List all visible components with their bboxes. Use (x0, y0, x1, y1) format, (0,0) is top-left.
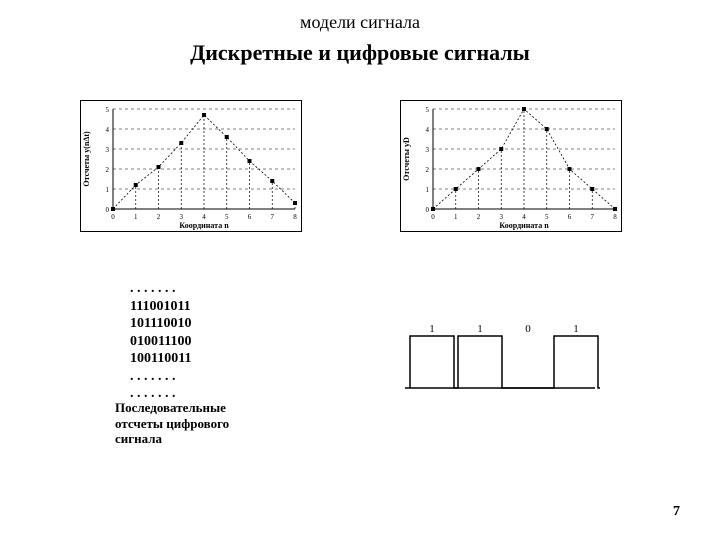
svg-text:0: 0 (525, 323, 531, 335)
digital-pulse-waveform: 1 1 0 1 (400, 320, 600, 400)
svg-text:3: 3 (426, 146, 430, 154)
svg-text:0: 0 (431, 213, 435, 221)
svg-text:8: 8 (613, 213, 617, 221)
svg-text:2: 2 (477, 213, 481, 221)
svg-text:5: 5 (545, 213, 549, 221)
svg-text:4: 4 (426, 126, 430, 134)
svg-text:0: 0 (426, 206, 430, 214)
svg-text:2: 2 (426, 166, 430, 174)
svg-text:1: 1 (573, 323, 579, 335)
svg-text:4: 4 (522, 213, 526, 221)
svg-text:7: 7 (591, 213, 595, 221)
svg-text:5: 5 (426, 106, 430, 114)
svg-text:4: 4 (202, 213, 206, 221)
svg-text:3: 3 (106, 146, 110, 154)
chart-discrete-samples: 0 1 2 3 4 5 0 1 2 3 4 5 6 7 8 Координата n Отсчеты y(nΔt… (80, 100, 302, 232)
svg-text:0: 0 (111, 213, 115, 221)
pulse-svg: 1 1 0 1 (400, 320, 600, 400)
slide-title: Дискретные и цифровые сигналы (0, 40, 720, 66)
chart-right-svg: 0 1 2 3 4 5 0 1 2 3 4 5 6 7 8 Координата n Отсчеты yD (401, 101, 621, 231)
svg-text:0: 0 (106, 206, 110, 214)
svg-text:1: 1 (454, 213, 458, 221)
svg-text:1: 1 (429, 323, 435, 335)
svg-text:6: 6 (568, 213, 572, 221)
svg-text:5: 5 (106, 106, 110, 114)
svg-text:2: 2 (157, 213, 161, 221)
chart-quantized-samples: 0 1 2 3 4 5 0 1 2 3 4 5 6 7 8 Координата n Отсчеты yD (400, 100, 622, 232)
binary-sequence-block: . . . . . . . 111001011 101110010 010011… (130, 280, 191, 403)
svg-text:Координата n: Координата n (179, 221, 229, 230)
svg-text:7: 7 (271, 213, 275, 221)
svg-text:Отсчеты y(nΔt): Отсчеты y(nΔt) (82, 131, 91, 187)
svg-text:1: 1 (426, 186, 430, 194)
svg-text:4: 4 (106, 126, 110, 134)
svg-text:6: 6 (248, 213, 252, 221)
svg-text:3: 3 (180, 213, 184, 221)
binary-caption: Последовательныеотсчеты цифровогосигнала (115, 400, 229, 447)
svg-text:8: 8 (293, 213, 297, 221)
page-number: 7 (673, 504, 680, 520)
svg-text:3: 3 (500, 213, 504, 221)
svg-text:5: 5 (225, 213, 229, 221)
svg-text:Координата n: Координата n (499, 221, 549, 230)
slide-subtitle: модели сигнала (0, 12, 720, 33)
svg-text:1: 1 (106, 186, 110, 194)
chart-left-svg: 0 1 2 3 4 5 0 1 2 3 4 5 6 7 8 Координата n Отсчеты y(nΔt… (81, 101, 301, 231)
svg-text:1: 1 (134, 213, 138, 221)
svg-text:Отсчеты yD: Отсчеты yD (402, 137, 411, 181)
svg-text:2: 2 (106, 166, 110, 174)
svg-text:1: 1 (477, 323, 483, 335)
